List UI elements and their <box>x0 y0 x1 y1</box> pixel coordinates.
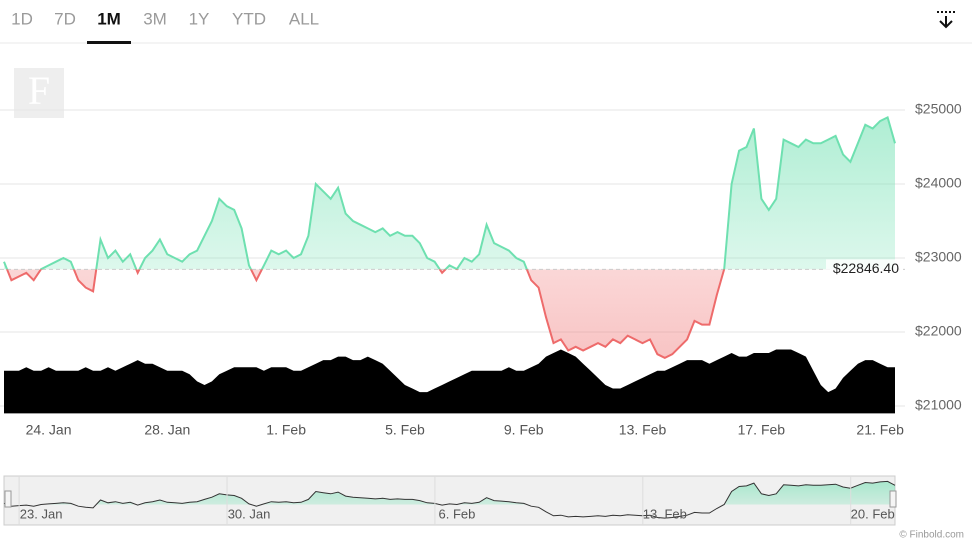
y-tick-label: $24000 <box>915 175 962 191</box>
x-tick-label: 13. Feb <box>619 422 667 438</box>
navigator-line <box>3 480 896 519</box>
price-area <box>4 117 895 270</box>
navigator-handle[interactable] <box>889 490 897 508</box>
tab[interactable]: ALL <box>289 9 319 28</box>
baseline-label: $22846.40 <box>833 260 899 276</box>
tab-underline <box>87 41 131 44</box>
x-tick-label: 5. Feb <box>385 422 425 438</box>
navigator-tick-label: 23. Jan <box>20 506 63 521</box>
download-icon[interactable] <box>937 11 955 29</box>
price-area <box>7 269 725 358</box>
x-tick-label: 9. Feb <box>504 422 544 438</box>
y-tick-label: $21000 <box>915 397 962 413</box>
navigator-handle[interactable] <box>4 490 12 508</box>
baseline-label-bg <box>826 259 902 280</box>
navigator-tick-label: 13. Feb <box>643 506 687 521</box>
x-tick-label: 24. Jan <box>26 422 72 438</box>
x-tick-label: 17. Feb <box>738 422 786 438</box>
tab[interactable]: 1Y <box>189 9 210 28</box>
logo: F <box>28 68 50 113</box>
x-tick-label: 1. Feb <box>266 422 306 438</box>
x-tick-label: 28. Jan <box>144 422 190 438</box>
navigator-tick-label: 6. Feb <box>438 506 475 521</box>
tab[interactable]: 1M <box>97 9 121 28</box>
navigator-tick-label: 30. Jan <box>228 506 271 521</box>
y-tick-label: $23000 <box>915 249 962 265</box>
x-tick-label: 21. Feb <box>856 422 904 438</box>
credit: © Finbold.com <box>899 530 964 541</box>
tab[interactable]: YTD <box>232 9 266 28</box>
price-line <box>3 115 896 270</box>
tab[interactable]: 1D <box>11 9 33 28</box>
y-tick-label: $22000 <box>915 323 962 339</box>
tab[interactable]: 3M <box>143 9 167 28</box>
tab[interactable]: 7D <box>54 9 76 28</box>
y-tick-label: $25000 <box>915 101 962 117</box>
navigator-tick-label: 20. Feb <box>851 506 895 521</box>
volume-area <box>4 349 895 414</box>
